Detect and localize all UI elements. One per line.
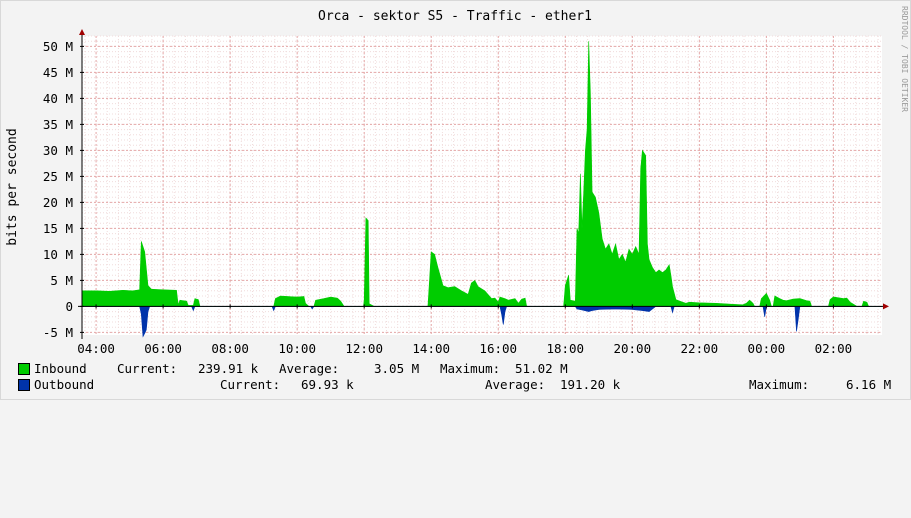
y-tick-label: 0 (65, 299, 73, 314)
x-tick-label: 16:00 (479, 341, 517, 356)
legend-inbound-average-label: Average: (279, 361, 340, 376)
y-tick-label: 35 M (43, 117, 73, 132)
traffic-chart: 04:00 06:00 08:00 10:00 12:00 14:00 16:00 18:00… (5, 6, 909, 356)
legend-inbound-current-value: 239.91 k (198, 361, 259, 376)
inbound-swatch (18, 363, 30, 375)
x-tick-label: 14:00 (412, 341, 450, 356)
x-tick-label: 06:00 (144, 341, 182, 356)
grid (82, 35, 882, 335)
legend-outbound-maximum-value: 6.16 M (846, 377, 892, 392)
y-tick-label: 50 M (43, 39, 73, 54)
x-tick-label: 20:00 (613, 341, 651, 356)
legend-inbound-current-label: Current: (117, 361, 178, 376)
outbound-swatch (18, 379, 30, 391)
rrd-graph-frame: 04:00 06:00 08:00 10:00 12:00 14:00 16:00 18:00… (0, 0, 911, 400)
x-tick-label: 08:00 (211, 341, 249, 356)
y-tick-label: 40 M (43, 91, 73, 106)
legend-outbound-average-value: 191.20 k (560, 377, 621, 392)
legend-row-outbound: Outbound Current: 69.93 k Average: 191.2… (18, 378, 891, 392)
y-tick-label: 10 M (43, 247, 73, 262)
axes (78, 29, 889, 339)
rrdtool-watermark: RRDTOOL / TOBI OETIKER (900, 6, 909, 112)
x-tick-label: 12:00 (345, 341, 383, 356)
x-tick-label: 00:00 (748, 341, 786, 356)
x-tick-label: 10:00 (278, 341, 316, 356)
y-tick-label: 5 M (50, 273, 73, 288)
chart-title: Orca - sektor S5 - Traffic - ether1 (318, 9, 592, 24)
x-axis-arrow (883, 303, 889, 310)
legend-outbound-current-label: Current: (220, 377, 281, 392)
y-tick-label: 20 M (43, 195, 73, 210)
legend-row-inbound: Inbound Current: 239.91 k Average: 3.05 … (18, 362, 568, 376)
tick-labels: 04:00 06:00 08:00 10:00 12:00 14:00 16:00 18:00… (43, 39, 852, 356)
y-tick-label: 45 M (43, 65, 73, 80)
y-tick-label: 30 M (43, 143, 73, 158)
legend-outbound-name: Outbound (34, 377, 95, 392)
legend-inbound-name: Inbound (34, 361, 87, 376)
y-axis-arrow (79, 29, 85, 35)
x-tick-label: 22:00 (681, 341, 719, 356)
legend-outbound-maximum-label: Maximum: (749, 377, 810, 392)
y-tick-label: -5 M (43, 325, 73, 340)
legend-outbound-average-label: Average: (485, 377, 546, 392)
legend-outbound-current-value: 69.93 k (301, 377, 354, 392)
y-axis-label: bits per second (5, 128, 20, 245)
x-tick-label: 04:00 (77, 341, 115, 356)
legend-inbound-maximum-label: Maximum: (440, 361, 501, 376)
x-tick-label: 18:00 (546, 341, 584, 356)
series-area-inbound (81, 41, 882, 307)
legend-inbound-average-value: 3.05 M (374, 361, 420, 376)
x-tick-label: 02:00 (815, 341, 853, 356)
legend-inbound-maximum-value: 51.02 M (515, 361, 568, 376)
y-tick-label: 15 M (43, 221, 73, 236)
y-tick-label: 25 M (43, 169, 73, 184)
